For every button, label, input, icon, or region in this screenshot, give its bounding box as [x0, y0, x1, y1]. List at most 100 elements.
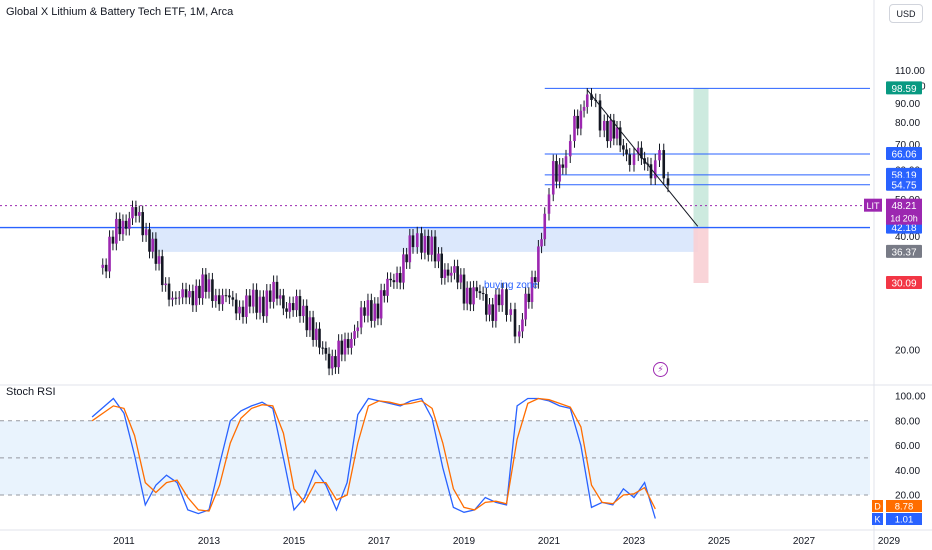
stoch-tick-label: 60.00: [895, 441, 920, 452]
candle-body: [124, 220, 128, 229]
candle-body: [395, 273, 399, 283]
candle-body: [462, 274, 466, 304]
currency-button[interactable]: USD: [889, 4, 923, 23]
candle-body: [398, 273, 402, 283]
candle-body: [204, 274, 208, 292]
candle-body: [238, 306, 241, 314]
candle-body: [632, 154, 636, 165]
candle-body: [386, 278, 389, 296]
price-label-text: 42.18: [891, 223, 916, 234]
candle-body: [157, 256, 161, 264]
candle-body: [527, 293, 531, 303]
candle-body: [115, 218, 118, 244]
candle-body: [521, 319, 524, 332]
candle-body: [558, 164, 561, 182]
candle-body: [327, 353, 331, 369]
candle-body: [111, 236, 115, 244]
candle-body: [321, 347, 324, 349]
candle-body: [494, 294, 498, 321]
candle-body: [443, 269, 447, 278]
candle-body: [497, 294, 501, 306]
candle-body: [653, 160, 657, 179]
candle-body: [262, 296, 265, 317]
candle-body: [472, 287, 475, 305]
candle-body: [573, 115, 576, 142]
candle-body: [530, 277, 534, 303]
stoch-k-tag: [872, 513, 883, 525]
candle-body: [224, 295, 228, 297]
long-target-box: [693, 88, 709, 228]
candle-body: [402, 254, 405, 283]
candle-body: [138, 212, 141, 216]
candle-body: [598, 100, 602, 131]
candle-body: [568, 141, 572, 157]
candle-body: [194, 285, 198, 306]
candle-body: [370, 300, 373, 321]
candle-body: [437, 253, 440, 262]
candle-body: [602, 120, 606, 131]
candle-body: [268, 290, 272, 302]
candle-body: [128, 218, 131, 229]
candle-body: [184, 289, 188, 298]
candle-body: [285, 308, 288, 312]
candle-body: [234, 299, 238, 314]
candle-body: [543, 213, 547, 240]
candle-body: [258, 296, 262, 313]
candle-body: [295, 296, 298, 311]
stoch-tick-label: 80.00: [895, 416, 920, 427]
stoch-d-line: [91, 397, 656, 512]
candle-body: [481, 293, 485, 295]
price-tick-label: 110.00: [895, 66, 925, 77]
buying-zone-label: buying zone: [484, 280, 538, 291]
candle-body: [141, 212, 144, 236]
candle-body: [658, 150, 661, 161]
time-tick-label: 2017: [368, 536, 391, 547]
alert-icon[interactable]: ⚡: [653, 362, 668, 377]
candle-body: [373, 303, 377, 321]
candle-body: [291, 303, 295, 311]
candle-body: [662, 150, 666, 179]
candle-body: [131, 207, 134, 219]
countdown-label: 1d 20h: [890, 214, 918, 224]
candle-body: [151, 238, 154, 252]
stoch-k-value: 1.01: [895, 515, 914, 526]
stoch-k-tag-label: K: [874, 515, 880, 525]
candle-body: [389, 278, 392, 281]
candle-body: [440, 253, 443, 278]
candle-body: [302, 305, 305, 317]
candle-body: [343, 339, 347, 355]
price-label-text: 30.09: [891, 278, 916, 289]
candle-body: [579, 110, 583, 129]
candle-body: [383, 290, 386, 296]
candle-body: [228, 295, 231, 298]
price-label-text: 54.75: [891, 180, 916, 191]
candle-body: [561, 164, 565, 168]
candle-body: [330, 356, 334, 369]
candle-body: [305, 305, 309, 331]
candle-body: [198, 285, 201, 299]
candle-body: [282, 295, 285, 309]
last-price-box: [886, 198, 922, 225]
candle-body: [221, 295, 224, 305]
candle-body: [625, 149, 628, 155]
candle-body: [334, 356, 337, 368]
candle-body: [278, 295, 282, 299]
candle-body: [433, 236, 437, 262]
price-tick-label: 40.00: [895, 232, 920, 243]
candle-body: [181, 289, 184, 298]
candle-body: [500, 289, 504, 306]
time-tick-label: 2021: [538, 536, 561, 547]
symbol-box: [864, 198, 882, 212]
candle-body: [576, 115, 579, 129]
candle-body: [217, 295, 221, 305]
candle-body: [513, 309, 517, 337]
candle-body: [505, 289, 508, 315]
candle-body: [491, 304, 494, 321]
candle-body: [167, 283, 171, 300]
price-label-text: 58.19: [891, 170, 916, 181]
candle-body: [449, 272, 453, 276]
long-stop-box: [693, 227, 709, 283]
stoch-d-tag-label: D: [874, 502, 881, 512]
price-label-box: [886, 147, 922, 161]
